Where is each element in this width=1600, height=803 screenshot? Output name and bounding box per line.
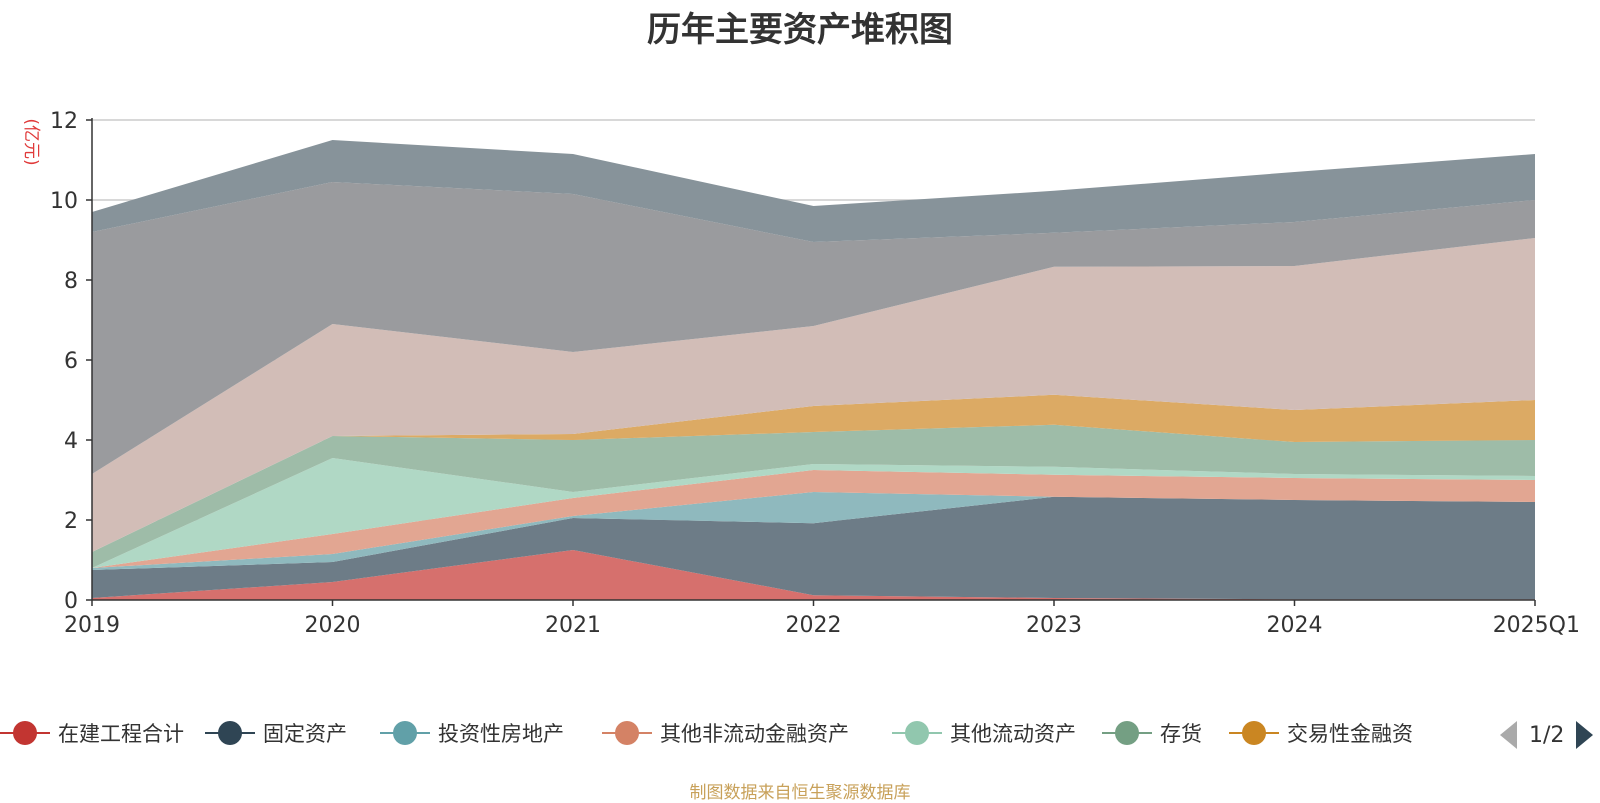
area-series-5 (92, 424, 1535, 568)
legend: 在建工程合计 固定资产 投资性房地产 其他非流动金融资产 其他流动资产 存货 交易性金融资 (0, 715, 1600, 755)
x-tick-label: 2019 (64, 613, 120, 638)
legend-item[interactable]: 交易性金融资 (1229, 715, 1413, 751)
area-series-0 (92, 550, 1535, 600)
area-series-3 (92, 470, 1535, 568)
legend-label: 在建工程合计 (58, 722, 184, 746)
legend-marker-icon (1102, 715, 1152, 751)
pager-prev-icon[interactable] (1500, 721, 1517, 749)
area-series-2 (92, 492, 1535, 570)
legend-label: 存货 (1160, 722, 1202, 746)
legend-marker-icon (0, 715, 50, 751)
source-note: 制图数据来自恒生聚源数据库 (689, 783, 911, 803)
x-tick-label: 2020 (305, 613, 361, 638)
area-series-9 (92, 140, 1535, 242)
x-tick-label: 2021 (545, 613, 601, 638)
legend-marker-icon (205, 715, 255, 751)
area-series-8 (92, 182, 1535, 474)
legend-marker-icon (602, 715, 652, 751)
area-series (92, 140, 1535, 600)
legend-label: 其他非流动金融资产 (660, 722, 849, 746)
area-series-7 (92, 238, 1535, 552)
legend-item[interactable]: 存货 (1102, 715, 1202, 751)
y-tick-label: 6 (64, 349, 78, 374)
legend-item[interactable]: 固定资产 (205, 715, 347, 751)
y-axis-label: (亿元) (21, 118, 41, 165)
legend-pager: 1/2 (1500, 718, 1594, 752)
axes: 0 2 4 6 8 10 12 2019 2020 2021 2022 2023 2024 2025Q1 (50, 109, 1580, 638)
legend-item[interactable]: 其他流动资产 (892, 715, 1076, 751)
x-tick-label: 2023 (1026, 613, 1082, 638)
legend-label: 其他流动资产 (950, 722, 1076, 746)
pager-next-icon[interactable] (1576, 721, 1594, 749)
legend-label: 交易性金融资 (1287, 722, 1413, 746)
y-tick-label: 10 (50, 189, 78, 214)
legend-label: 投资性房地产 (438, 722, 564, 746)
area-series-1 (92, 496, 1535, 600)
legend-label: 固定资产 (263, 722, 347, 746)
legend-marker-icon (1229, 715, 1279, 751)
legend-item[interactable]: 其他非流动金融资产 (602, 715, 849, 751)
legend-item[interactable]: 投资性房地产 (380, 715, 564, 751)
x-tick-label: 2024 (1267, 613, 1323, 638)
pager-text: 1/2 (1529, 722, 1565, 748)
area-series-6 (92, 394, 1535, 552)
area-series-4 (92, 458, 1535, 568)
legend-marker-icon (892, 715, 942, 751)
y-tick-label: 12 (50, 109, 78, 134)
y-tick-label: 4 (64, 429, 78, 454)
y-tick-label: 8 (64, 269, 78, 294)
chart-title: 历年主要资产堆积图 (647, 10, 953, 50)
y-tick-label: 2 (64, 509, 78, 534)
legend-item[interactable]: 在建工程合计 (0, 715, 184, 751)
x-tick-label: 2022 (786, 613, 842, 638)
x-tick-label: 2025Q1 (1493, 613, 1580, 638)
legend-marker-icon (380, 715, 430, 751)
y-tick-label: 0 (64, 589, 78, 614)
